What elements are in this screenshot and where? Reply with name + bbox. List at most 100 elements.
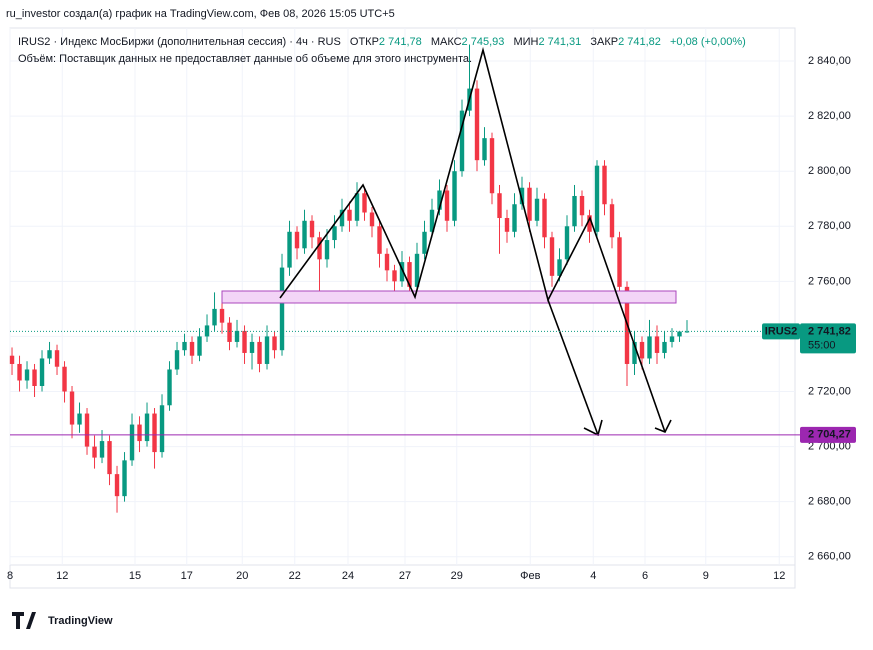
candle-body [122,460,127,497]
high-label: МАКС [431,36,462,48]
x-tick-label: 12 [773,570,785,582]
candle-body [332,226,337,241]
symbol: IRUS2 · Индекс МосБиржи (дополнительная … [18,36,341,48]
candle-body [482,138,487,161]
x-tick-label: 12 [56,570,68,582]
candle-body [497,193,502,219]
candle-body [542,198,547,238]
symbol-label: IRUS2 [765,325,797,337]
drawings [221,46,677,437]
y-tick-label: 2 720,00 [808,385,851,397]
candle-body [107,441,112,475]
candle-body [489,138,495,194]
candle-body [189,341,195,356]
candle-body [39,358,45,386]
candle-body [399,262,405,282]
candle-body [414,253,420,287]
candle-body [129,424,135,461]
open: 2 741,78 [379,36,422,48]
low: 2 741,31 [538,36,581,48]
x-tick-label: 22 [289,570,301,582]
legend-line: IRUS2 · Индекс МосБиржи (дополнительная … [18,36,746,48]
candle-body [654,336,660,353]
candle-body [159,405,165,453]
y-tick-label: 2 760,00 [808,275,851,287]
candle-body [549,237,555,276]
candle-body [377,226,382,254]
x-tick-label: 17 [181,570,193,582]
candle-body [504,218,510,232]
candle-body [69,391,75,425]
x-tick-label: 8 [7,570,13,582]
candle-body [384,253,390,271]
candle-body [677,331,682,337]
candle-body [114,474,120,497]
x-tick-label: 6 [642,570,648,582]
candle-body [512,204,517,232]
candle-body [362,193,367,213]
candle-body [587,215,592,232]
brand-name: TradingView [48,615,113,627]
candle-body [77,413,82,425]
candle-body [17,363,22,381]
price-box [800,323,856,354]
candle-body [62,366,67,392]
candle-body [647,336,652,359]
candle-body [684,331,690,333]
candle-body [264,336,270,364]
zone-rectangle [221,290,677,304]
pattern-line [547,299,599,436]
candle-body [639,341,645,359]
candle-body [249,341,255,353]
candle-body [272,336,277,351]
candle-body [317,237,322,260]
candle-body [197,336,202,356]
candle-body [204,325,210,337]
candle-body [174,350,180,370]
candle-body [32,369,37,386]
author-line: ru_investor создал(а) график на TradingV… [6,8,395,20]
x-tick-label: 20 [236,570,248,582]
candle-body [182,341,187,351]
candle-body [669,336,675,342]
candle-body [594,165,600,232]
candle-body [474,88,480,161]
arrow-head [654,419,672,434]
open-label: ОТКР [350,36,379,48]
x-tick-label: 9 [703,570,709,582]
candle-body [354,193,360,221]
y-tick-label: 2 820,00 [808,110,851,122]
candle-body [242,330,247,353]
candle-body [212,308,217,326]
candle-body [339,209,345,227]
close-label: ЗАКР [590,36,618,48]
candle-body [572,195,577,227]
candle-body [219,308,225,323]
candle-body [534,198,540,221]
candle-body [152,413,157,453]
candle-body [459,110,465,172]
y-tick-label: 2 680,00 [808,496,851,508]
candle-body [579,195,585,216]
candle-body [279,267,285,351]
candle-body [602,165,607,205]
candle-body [527,187,532,221]
candle-body [452,171,457,221]
candle-body [407,262,412,287]
candle-body [54,350,60,367]
candle-body [437,190,442,210]
price-label: 2 704,27 [808,429,851,441]
candle-body [369,212,375,227]
candle-body [287,231,292,268]
candle-body [92,446,97,458]
x-tick-label: 29 [451,570,463,582]
candle-body [227,322,232,342]
x-tick-label: 4 [590,570,596,582]
candle-body [234,330,240,342]
candle-body [392,270,397,282]
candle-body [99,441,105,458]
y-tick-label: 2 700,00 [808,440,851,452]
symbol-box [762,323,800,340]
